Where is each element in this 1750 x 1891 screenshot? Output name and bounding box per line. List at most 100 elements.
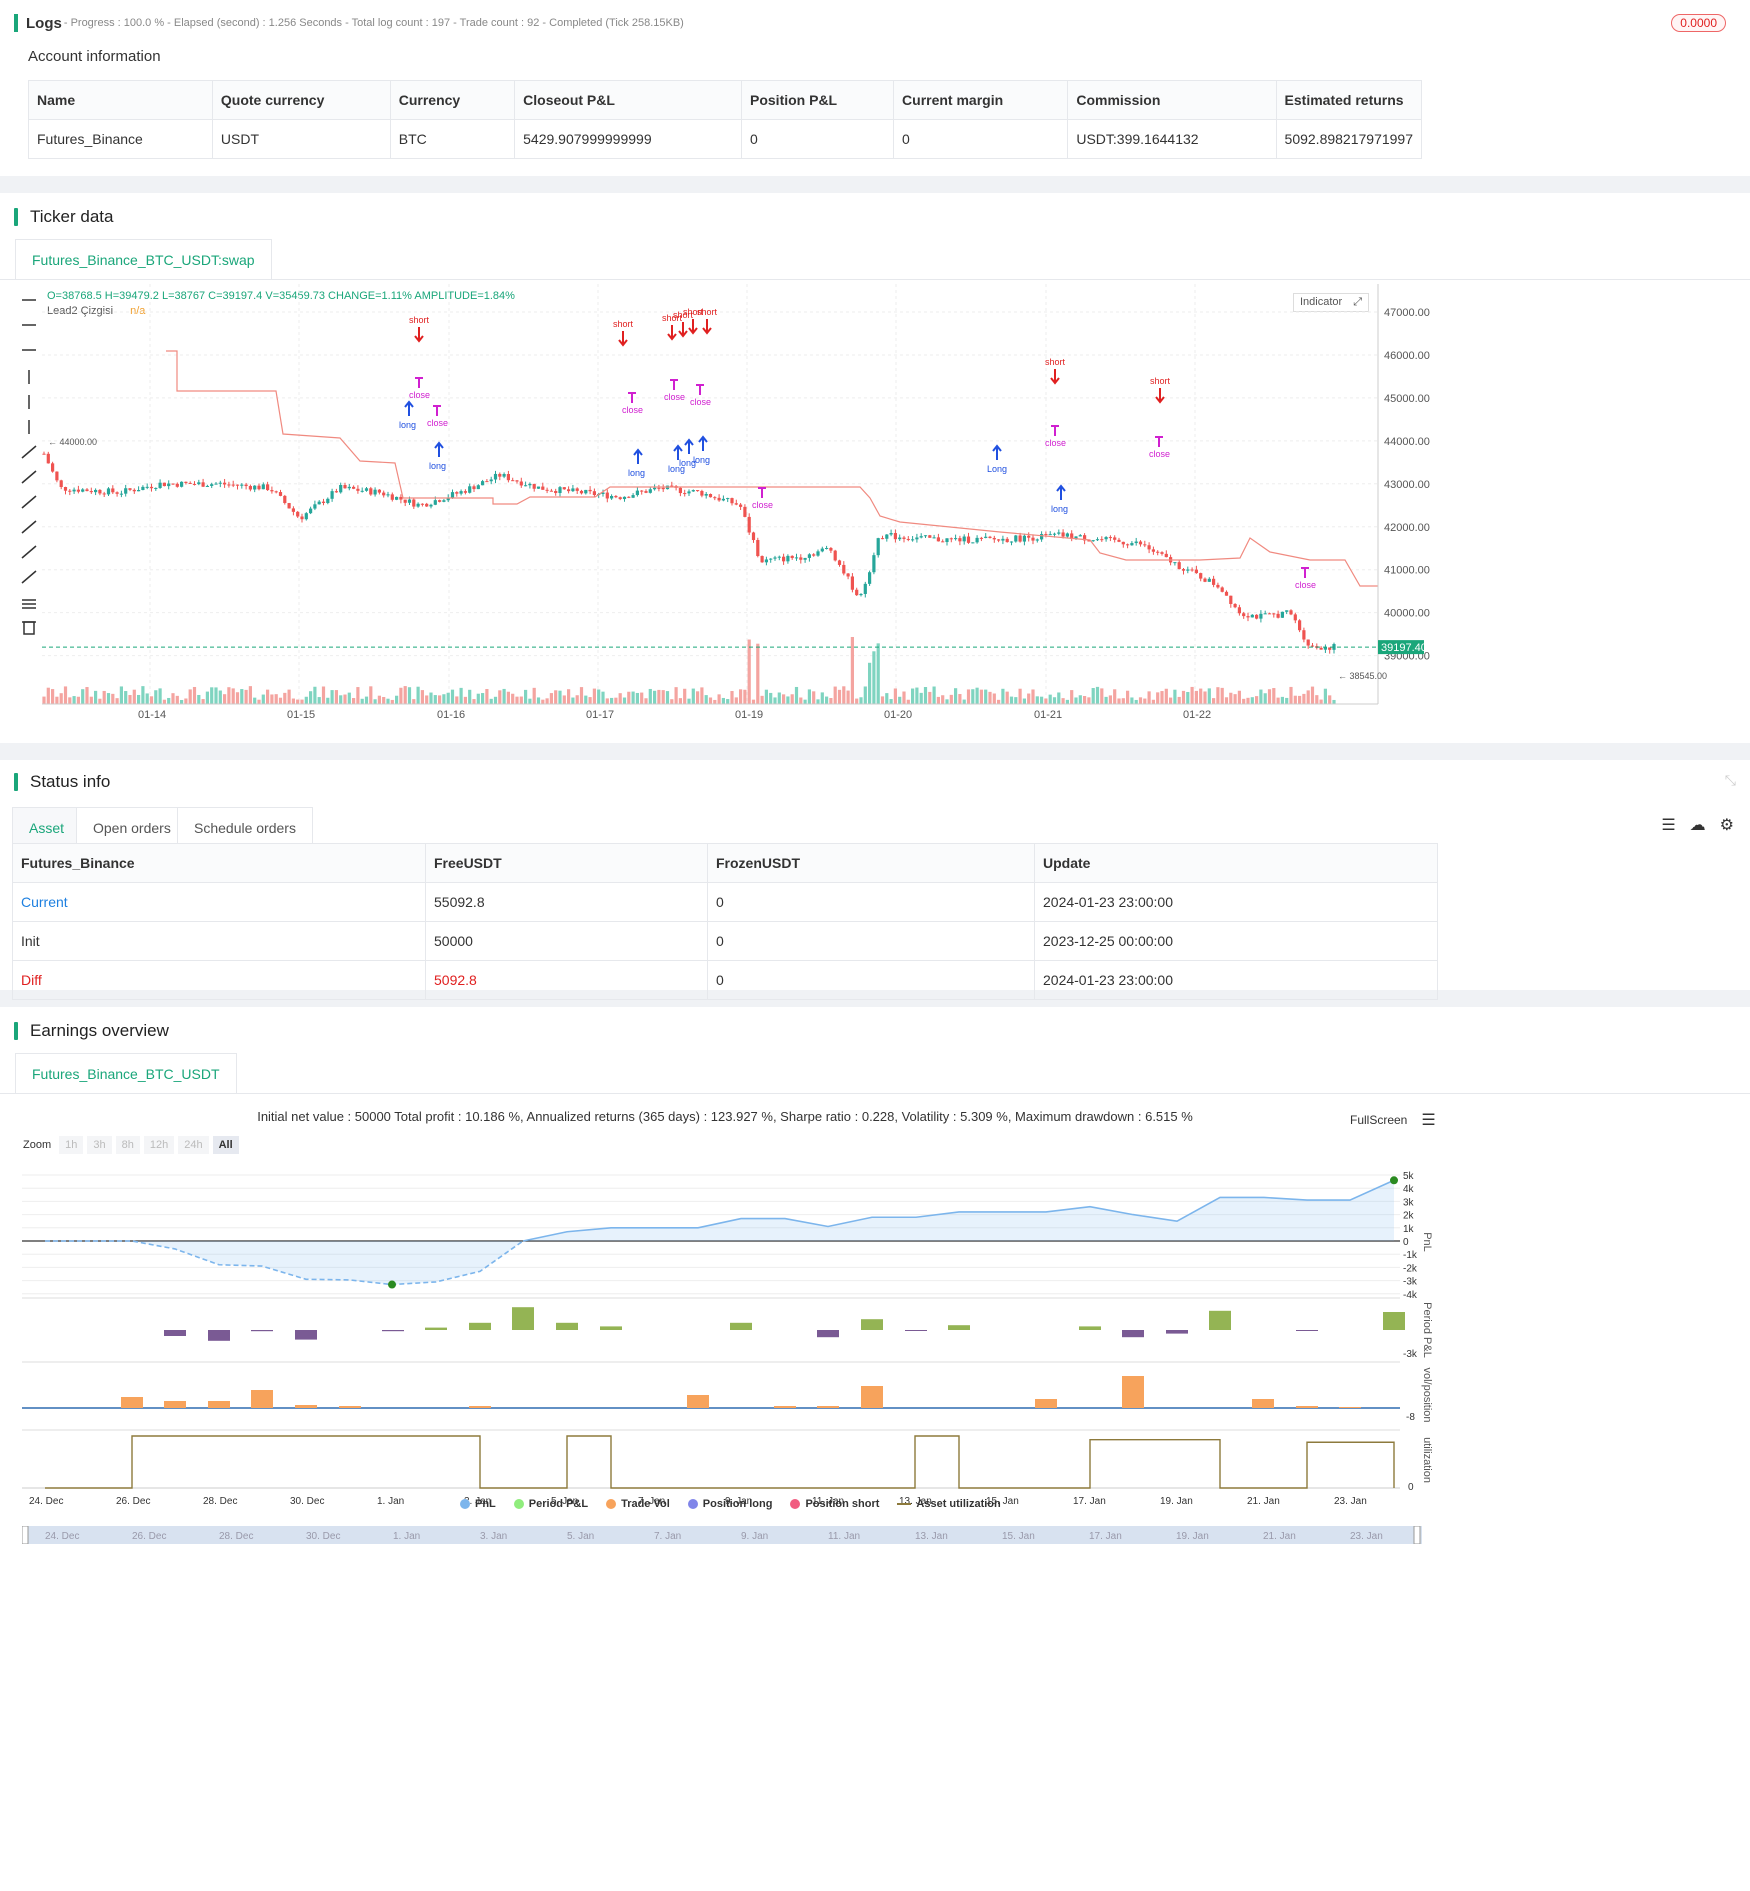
volume-bar — [274, 694, 278, 704]
account-cell-0: Futures_Binance — [28, 119, 213, 159]
candle — [610, 495, 614, 499]
volume-bar — [1285, 697, 1289, 704]
short-arrow — [618, 331, 628, 347]
gear-icon[interactable]: ⚙ — [1719, 817, 1734, 834]
volume-bar — [180, 699, 184, 704]
volume-bar — [1190, 686, 1194, 704]
volume-bar — [997, 699, 1001, 704]
volume-bar — [1095, 686, 1100, 704]
expand-icon[interactable]: ⤢ — [1353, 296, 1363, 308]
signal-label: close — [1045, 438, 1066, 448]
candle — [304, 513, 308, 520]
period-bar — [164, 1330, 186, 1336]
volume-bar — [425, 695, 429, 704]
asset-cell: 55092.8 — [425, 882, 708, 922]
legend-item[interactable]: Period P&L — [513, 1498, 588, 1510]
trade-vol-bar — [208, 1401, 230, 1408]
price-tick-label: 43000.00 — [1384, 479, 1430, 491]
candle — [1074, 536, 1078, 539]
candle — [1298, 620, 1302, 631]
volume-bar — [1134, 699, 1138, 704]
candle — [154, 487, 158, 489]
candle — [532, 483, 536, 489]
earnings-tab[interactable]: Futures_Binance_BTC_USDT — [15, 1053, 237, 1094]
tab-schedule-orders[interactable]: Schedule orders — [177, 807, 313, 848]
volume-bar — [317, 697, 321, 704]
earnings-chart[interactable]: 24. Dec 26. Dec 28. Dec 30. Dec 1. Jan 3. Jan… — [0, 1157, 1450, 1557]
candle — [407, 499, 412, 503]
zoom-option[interactable]: 3h — [87, 1136, 112, 1154]
fullscreen-button[interactable]: FullScreen ☰ — [1350, 1110, 1436, 1130]
volume-bar — [1169, 697, 1173, 704]
candle — [227, 484, 231, 486]
candle — [1151, 549, 1155, 552]
drawing-tools[interactable] — [18, 290, 40, 650]
legend-item[interactable]: Asset utilization — [897, 1498, 1001, 1510]
volume-bar — [524, 689, 528, 704]
volume-bar — [1087, 697, 1091, 704]
volume-bar — [575, 695, 579, 704]
signal-label: close — [1149, 449, 1170, 459]
table-row: Current 55092.8 0 2024-01-23 23:00:00 — [12, 882, 1438, 922]
legend-item[interactable]: Position short — [790, 1498, 879, 1510]
asset-cell: 2024-01-23 23:00:00 — [1034, 882, 1438, 922]
zoom-option[interactable]: 24h — [178, 1136, 209, 1154]
signal-label: close — [409, 390, 430, 400]
candle — [902, 537, 906, 539]
candle — [739, 504, 743, 507]
account-cell-1: USDT — [211, 119, 391, 159]
legend-item[interactable]: Position long — [687, 1498, 772, 1510]
pnl-tick-label: 0 — [1403, 1237, 1409, 1248]
candle — [128, 488, 132, 490]
list-icon[interactable]: ☰ — [1661, 817, 1676, 834]
menu-icon[interactable]: ☰ — [1421, 1112, 1436, 1129]
volume-bar — [1298, 695, 1302, 704]
price-tick-label: 47000.00 — [1384, 307, 1430, 319]
candle — [820, 548, 824, 552]
candle — [231, 484, 235, 486]
candle — [691, 490, 695, 492]
col-free: FreeUSDT — [425, 843, 708, 883]
volume-bar — [1302, 693, 1306, 704]
candle — [605, 492, 609, 499]
legend-item[interactable]: Trade Vol — [606, 1498, 670, 1510]
zoom-option[interactable]: 1h — [59, 1136, 84, 1154]
candlestick-chart[interactable]: short shortshortshortshortshortshortshort… — [0, 279, 1450, 729]
x-date-label: 15. Jan — [986, 1496, 1019, 1507]
volume-bar — [412, 699, 416, 704]
candle — [1190, 569, 1194, 571]
zoom-label: Zoom — [23, 1139, 52, 1151]
tab-open-orders[interactable]: Open orders — [76, 807, 188, 848]
legend-item[interactable]: PnL — [460, 1498, 496, 1510]
candle — [313, 504, 317, 509]
navigator[interactable]: 24. Dec 26. Dec 28. Dec 30. Dec 1. Jan 3. Jan… — [22, 1526, 1432, 1544]
x-date-label: 23. Jan — [1334, 1496, 1367, 1507]
candle — [1044, 534, 1048, 536]
volume-bar — [1212, 698, 1216, 704]
indicator-button[interactable]: Indicator ⤢ — [1293, 293, 1370, 312]
trade-vol-bar — [774, 1406, 796, 1408]
zoom-option[interactable]: 12h — [143, 1136, 175, 1154]
volume-bar — [1229, 692, 1233, 704]
volume-bar — [468, 689, 472, 704]
candle — [618, 497, 622, 500]
candle — [997, 539, 1001, 541]
logs-header: Logs - Progress : 100.0 % - Elapsed (sec… — [14, 14, 684, 32]
candle — [1048, 534, 1052, 536]
tab-asset[interactable]: Asset — [12, 807, 82, 848]
candle — [919, 536, 923, 538]
asset-cell: Init — [12, 921, 426, 961]
candle — [1083, 535, 1087, 541]
period-bar — [425, 1327, 447, 1330]
ticker-tab[interactable]: Futures_Binance_BTC_USDT:swap — [15, 239, 272, 280]
zoom-option[interactable]: All — [212, 1136, 239, 1154]
volume-bar — [704, 695, 708, 704]
cloud-download-icon[interactable]: ☁ — [1689, 817, 1706, 834]
volume-bar — [1104, 696, 1108, 704]
zoom-option[interactable]: 8h — [115, 1136, 140, 1154]
candle — [51, 463, 55, 472]
pnl-tick-label: 5k — [1403, 1171, 1415, 1182]
collapse-icon[interactable]: ⤡ — [1724, 772, 1736, 788]
candle — [1267, 613, 1272, 615]
x-date-label: 26. Dec — [116, 1496, 150, 1507]
